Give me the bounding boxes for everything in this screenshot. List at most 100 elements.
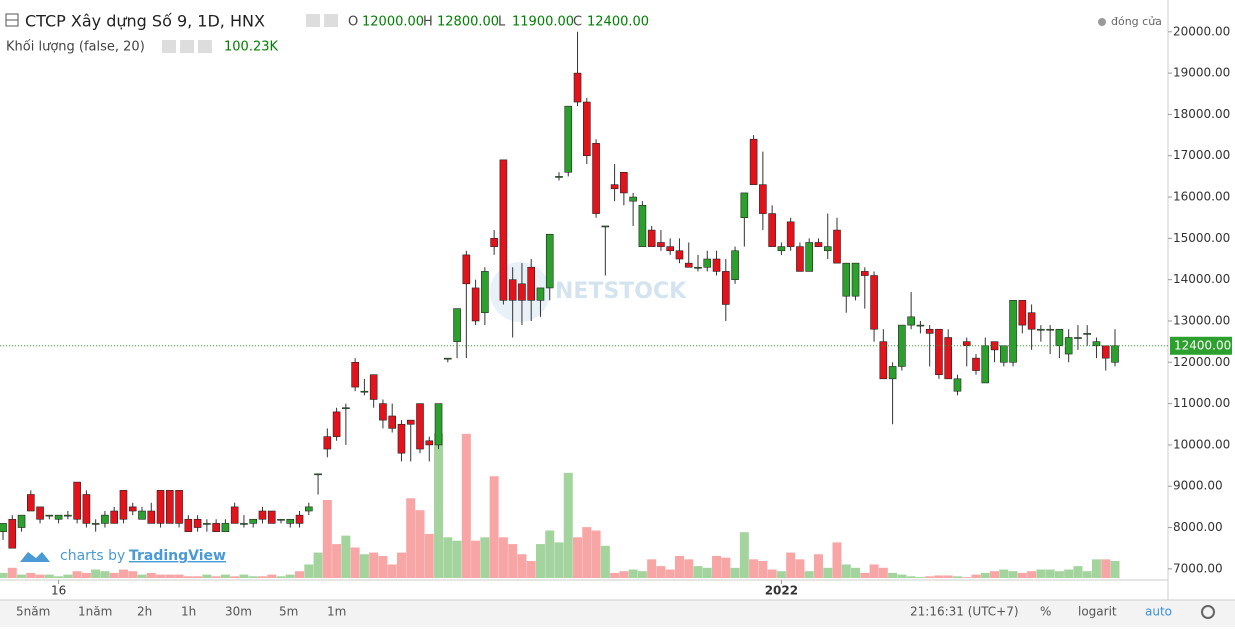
candle-body — [870, 275, 878, 330]
range-button[interactable]: 2h — [137, 605, 152, 619]
close-legend: đóng cửa — [1111, 15, 1162, 28]
candle-body — [184, 518, 193, 532]
range-button[interactable]: 5năm — [16, 605, 50, 619]
y-tick-label: 13000.00 — [1173, 313, 1230, 327]
y-tick-label: 15000.00 — [1173, 231, 1230, 245]
volume-bar — [813, 554, 823, 578]
range-button[interactable]: 1m — [327, 605, 346, 619]
candle-body — [638, 205, 647, 247]
y-tick-label: 20000.00 — [1173, 24, 1230, 38]
candle-body — [258, 510, 267, 520]
option-button[interactable]: auto — [1145, 605, 1172, 619]
ohlc-key: L — [498, 15, 506, 30]
volume-bar — [637, 571, 647, 578]
candle-body — [342, 407, 350, 410]
volume-bar — [1045, 569, 1055, 578]
candle-body — [805, 242, 814, 272]
ohlc-value: 11900.00 — [512, 15, 574, 30]
volume-bar — [508, 544, 518, 578]
volume-bar — [739, 532, 749, 578]
option-button[interactable]: % — [1040, 605, 1051, 619]
y-tick-label: 12000.00 — [1173, 355, 1230, 369]
volume-bar — [498, 537, 508, 578]
volume-bar — [304, 564, 314, 578]
candle-body — [138, 510, 146, 520]
candle-body — [759, 184, 767, 214]
settings-icon[interactable] — [1201, 605, 1215, 619]
candle-body — [814, 242, 823, 247]
candle-body — [712, 258, 721, 272]
volume-bar — [295, 571, 305, 578]
candle-body — [128, 506, 137, 512]
range-button[interactable]: 30m — [225, 605, 252, 619]
candle-body — [1037, 328, 1045, 331]
branding-prefix: charts by — [60, 548, 125, 564]
volume-bar — [341, 535, 351, 578]
candle-body — [898, 324, 906, 367]
volume-bar — [461, 433, 471, 578]
ohlc-value: 12400.00 — [587, 15, 649, 30]
option-button[interactable]: logarit — [1078, 605, 1117, 619]
range-button[interactable]: 5m — [279, 605, 298, 619]
volume-bar — [257, 576, 267, 578]
range-button[interactable]: 1năm — [78, 605, 112, 619]
branding[interactable]: charts by TradingView — [20, 548, 226, 564]
volume-bar — [1008, 571, 1018, 578]
volume-bar — [1073, 566, 1083, 578]
candle-body — [601, 225, 610, 228]
ohlc-value: 12000.00 — [362, 15, 424, 30]
volume-bar — [54, 576, 64, 578]
candle-body — [8, 518, 17, 549]
volume-bar — [322, 499, 332, 578]
volume-bar — [44, 574, 54, 578]
volume-bar — [471, 540, 481, 578]
volume-bar — [193, 576, 203, 578]
branding-name[interactable]: TradingView — [129, 548, 226, 564]
volume-bar — [378, 555, 388, 578]
candle-body — [471, 287, 480, 322]
volume-bar — [878, 567, 888, 578]
volume-bar — [971, 574, 981, 578]
volume-bar — [396, 552, 406, 578]
volume-bar — [202, 574, 212, 578]
volume-bar — [980, 572, 990, 578]
volume-bar — [239, 574, 249, 578]
last-price-label: 12400.00 — [1174, 338, 1231, 352]
candle-body — [768, 213, 776, 247]
candle-body — [860, 271, 869, 276]
candle-body — [694, 266, 702, 269]
y-tick-label: 14000.00 — [1173, 272, 1230, 286]
candle-body — [119, 490, 128, 520]
candle-body — [1027, 312, 1036, 330]
candle-body — [26, 494, 35, 512]
candle-body — [101, 514, 109, 524]
candle-body — [230, 506, 239, 524]
volume-bar — [545, 530, 555, 578]
candle-body — [295, 514, 304, 524]
candle-body — [657, 242, 665, 247]
candle-body — [64, 514, 72, 517]
volume-bar — [424, 533, 434, 578]
candle-body — [1055, 328, 1064, 347]
volume-bar — [1101, 559, 1111, 578]
candle-body — [490, 238, 498, 247]
volume-bar — [81, 572, 91, 578]
candle-body — [249, 518, 257, 524]
volume-bar — [276, 576, 286, 578]
volume-bar — [823, 567, 833, 578]
volume-bar — [591, 530, 601, 578]
legend-icon — [306, 14, 320, 27]
ohlc-key: O — [348, 15, 358, 30]
candle-body — [304, 506, 313, 512]
volume-bar — [0, 572, 8, 578]
candle-body — [675, 250, 684, 260]
volume-bar — [1036, 569, 1046, 578]
chart-title: CTCP Xây dựng Số 9, 1D, HNX — [25, 12, 265, 31]
volume-bar — [804, 571, 814, 578]
candle-body — [925, 328, 934, 334]
volume-bar — [776, 571, 786, 578]
candle-body — [388, 415, 397, 429]
range-button[interactable]: 1h — [181, 605, 196, 619]
volume-bar — [897, 574, 907, 578]
